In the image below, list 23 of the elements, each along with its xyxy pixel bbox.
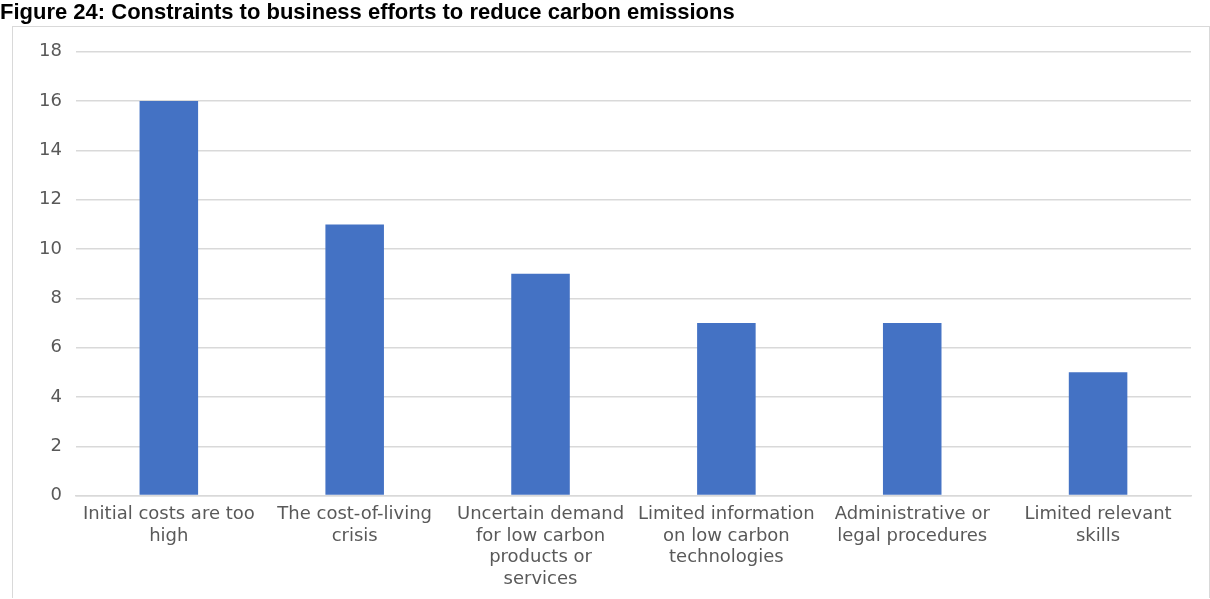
y-tick-label: 14 bbox=[39, 138, 62, 160]
y-tick-label: 2 bbox=[50, 433, 62, 455]
x-tick-label: Uncertain demand for low carbon products or services bbox=[456, 502, 625, 588]
x-tick-label: Administrative or legal procedures bbox=[834, 502, 991, 545]
y-tick-label: 16 bbox=[39, 88, 62, 110]
x-tick-label: Limited information on low carbon technologies bbox=[638, 502, 815, 567]
x-tick-label: Limited relevant skills bbox=[1024, 502, 1172, 545]
y-tick-label: 18 bbox=[39, 39, 62, 61]
bar bbox=[139, 101, 199, 495]
y-tick-label: 8 bbox=[50, 286, 62, 308]
y-tick-label: 0 bbox=[50, 483, 62, 505]
bar bbox=[511, 273, 570, 495]
bar bbox=[325, 224, 384, 495]
bar bbox=[697, 323, 756, 495]
x-tick-label: Initial costs are too high bbox=[82, 502, 255, 545]
y-tick-label: 10 bbox=[39, 236, 62, 258]
bar bbox=[1068, 372, 1128, 495]
y-tick-label: 4 bbox=[50, 384, 62, 406]
chart-title: Figure 24: Constraints to business efforts to reduce carbon emissions bbox=[0, 0, 735, 24]
bar bbox=[882, 323, 942, 495]
y-tick-label: 12 bbox=[39, 187, 62, 209]
x-tick-label: The cost-of-living crisis bbox=[276, 502, 433, 545]
y-tick-label: 6 bbox=[50, 335, 62, 357]
